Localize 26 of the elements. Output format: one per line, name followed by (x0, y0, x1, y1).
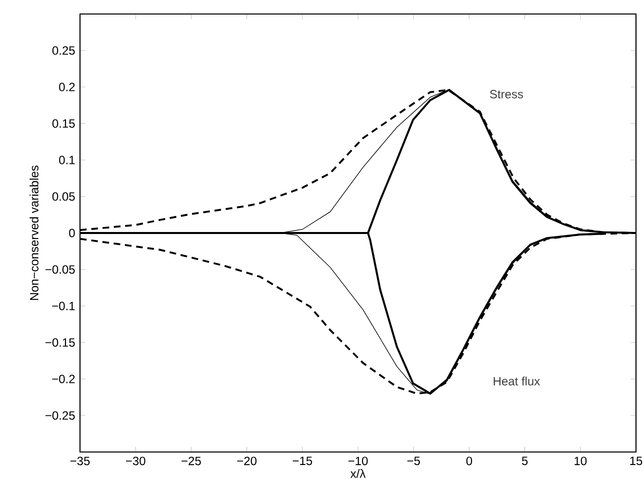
x-axis-title: x/λ (350, 469, 366, 478)
y-tick-label: 0.15 (52, 119, 75, 128)
x-tick-label: −10 (348, 456, 368, 466)
x-tick-label: −25 (182, 456, 201, 466)
y-tick-label: −0.15 (46, 338, 75, 347)
y-tick-label: 0.1 (59, 156, 75, 164)
x-tick-label: 15 (630, 456, 642, 466)
x-tick-label: −15 (292, 456, 312, 466)
annotation: Heat flux (494, 376, 540, 386)
y-tick-label: 0.05 (52, 192, 75, 201)
x-tick-label: −30 (126, 456, 146, 466)
y-tick-label: 0.25 (52, 46, 75, 55)
y-tick-label: 0.2 (59, 82, 75, 92)
x-tick-label: 10 (574, 456, 587, 466)
y-tick-label: 0 (69, 228, 75, 238)
x-tick-label: −20 (237, 456, 257, 466)
y-tick-label: −0.25 (46, 411, 75, 420)
y-tick-label: −0.1 (52, 302, 75, 310)
x-tick-label: −35 (70, 456, 90, 466)
y-tick-label: −0.2 (52, 374, 75, 384)
y-tick-label: −0.05 (46, 265, 75, 274)
annotation: Stress (490, 90, 524, 98)
x-tick-label: −5 (407, 456, 420, 466)
y-axis-title: Non−conserved variables (30, 166, 38, 300)
x-tick-label: 5 (522, 456, 528, 466)
x-tick-label: 0 (466, 456, 472, 466)
